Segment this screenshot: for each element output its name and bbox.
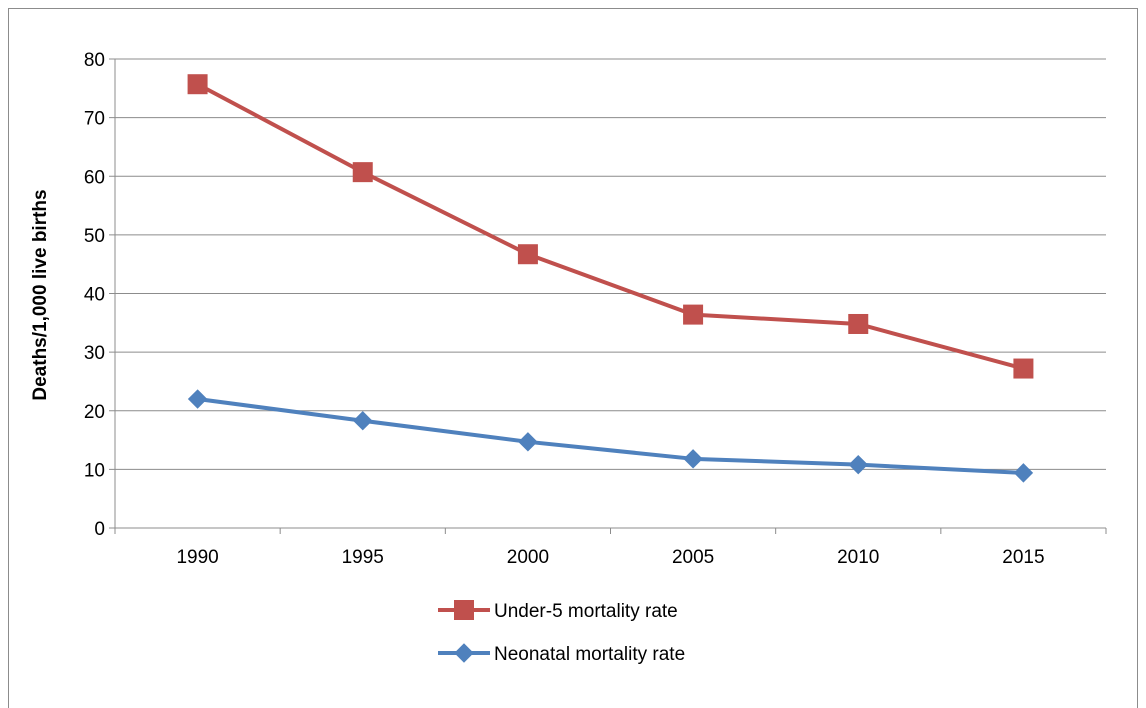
data-point bbox=[187, 74, 208, 95]
data-point bbox=[353, 411, 373, 431]
x-tick-label: 2010 bbox=[837, 547, 879, 568]
data-point bbox=[1013, 358, 1034, 379]
data-point bbox=[352, 162, 373, 183]
legend-item: Under-5 mortality rate bbox=[438, 600, 678, 622]
y-tick-label: 30 bbox=[84, 343, 105, 364]
data-point bbox=[517, 244, 538, 265]
y-tick-label: 40 bbox=[84, 285, 105, 306]
data-point bbox=[187, 389, 208, 409]
x-tick-label: 1995 bbox=[342, 547, 384, 568]
data-point bbox=[683, 304, 704, 325]
x-tick-label: 2015 bbox=[1002, 547, 1044, 568]
data-point bbox=[1013, 463, 1034, 483]
legend: Under-5 mortality rate Neonatal mortality… bbox=[438, 600, 685, 665]
x-tick-labels: 1990 1995 2000 2005 2010 2015 bbox=[176, 547, 1044, 568]
series-1 bbox=[187, 74, 1034, 379]
legend-swatch-marker bbox=[454, 600, 474, 620]
legend-swatch-marker bbox=[454, 643, 474, 663]
series-2 bbox=[187, 389, 1034, 483]
x-tick-label: 1990 bbox=[176, 547, 218, 568]
x-tick-label: 2000 bbox=[507, 547, 549, 568]
chart-frame bbox=[8, 8, 1138, 708]
y-tick-label: 0 bbox=[94, 519, 105, 540]
data-point bbox=[848, 313, 869, 334]
y-tick-label: 20 bbox=[84, 402, 105, 423]
data-point bbox=[683, 449, 703, 469]
data-point bbox=[848, 454, 868, 475]
y-tick-label: 10 bbox=[84, 460, 105, 481]
y-axis-title: Deaths/1,000 live births bbox=[30, 189, 51, 400]
y-tick-label: 50 bbox=[84, 226, 105, 247]
data-point bbox=[518, 432, 538, 452]
series-line bbox=[195, 397, 1026, 475]
x-tick-label: 2005 bbox=[672, 547, 714, 568]
axes bbox=[109, 58, 1107, 534]
y-tick-label: 80 bbox=[84, 50, 105, 71]
y-tick-label: 60 bbox=[84, 167, 105, 188]
series bbox=[187, 74, 1034, 483]
y-tick-labels: 0 10 20 30 40 50 60 70 80 bbox=[84, 50, 105, 540]
legend-label: Under-5 mortality rate bbox=[494, 601, 678, 622]
y-tick-label: 70 bbox=[84, 109, 105, 130]
legend-label: Neonatal mortality rate bbox=[494, 644, 685, 665]
legend-item: Neonatal mortality rate bbox=[438, 643, 685, 665]
series-line bbox=[195, 82, 1026, 371]
